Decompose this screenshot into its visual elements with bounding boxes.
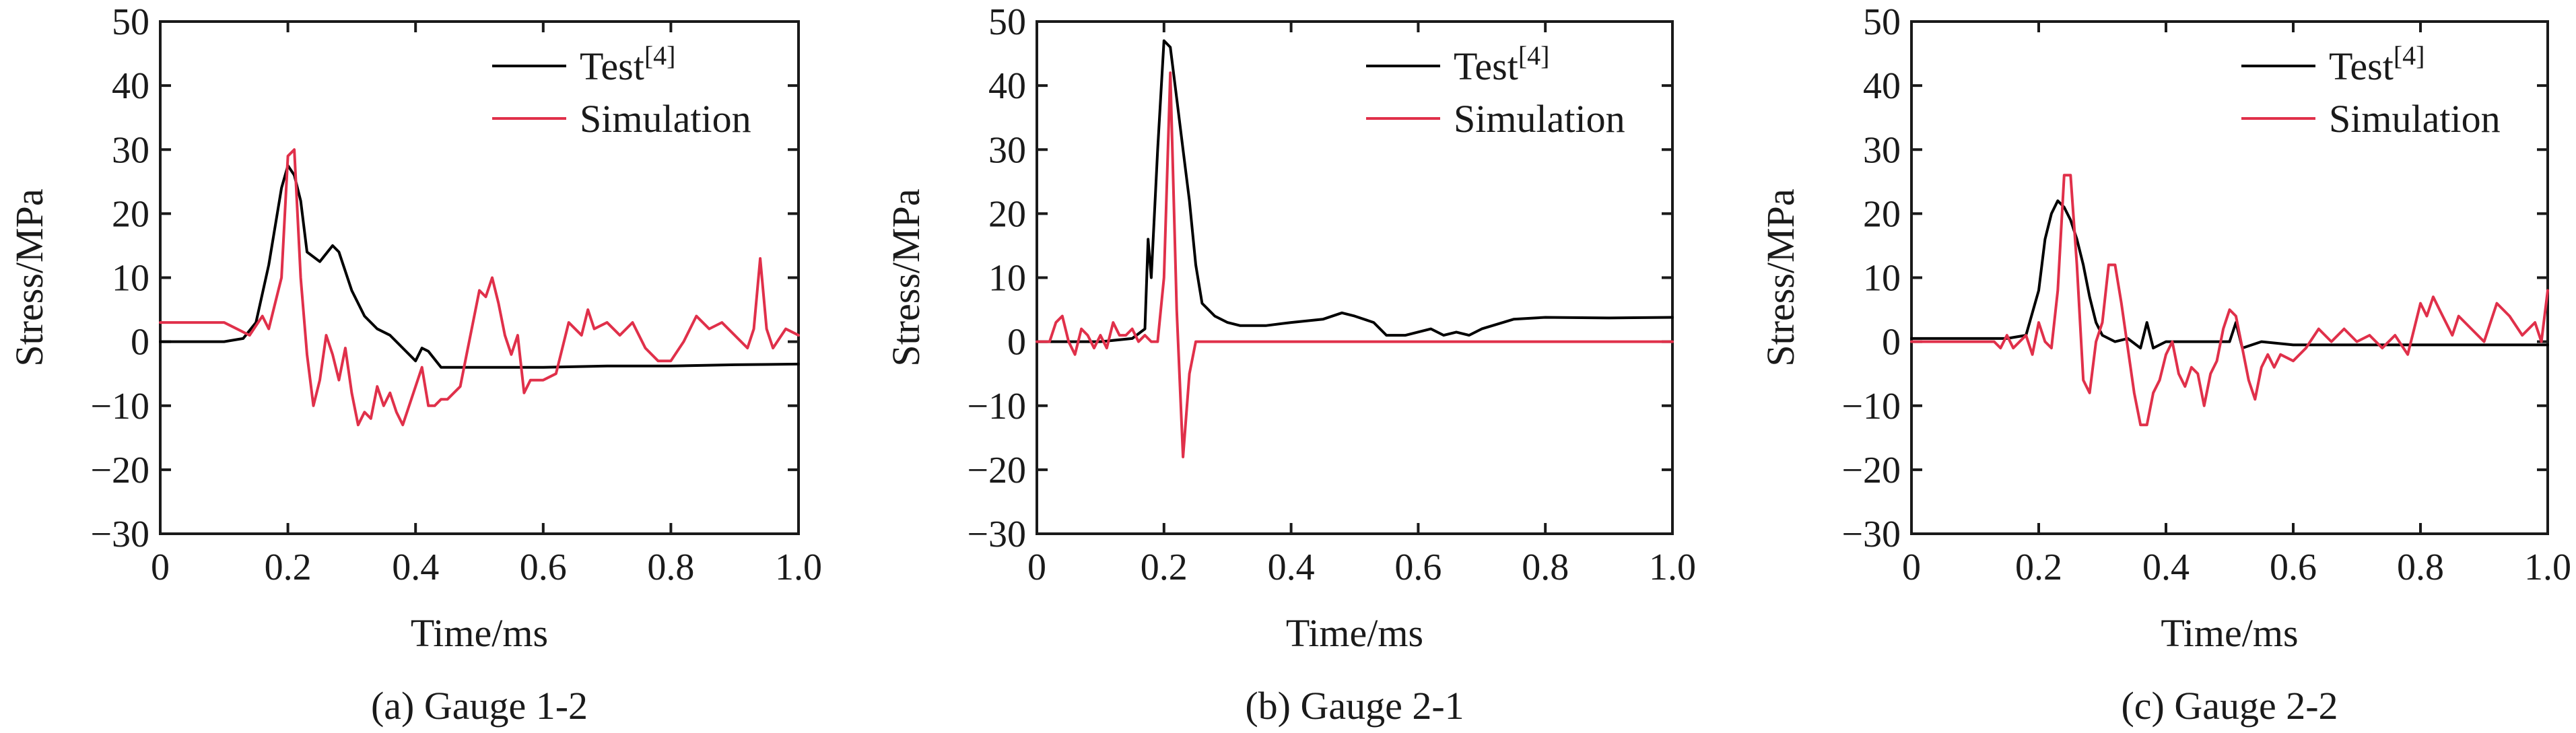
x-tick-label: 0: [151, 547, 170, 588]
panel-caption: (b) Gauge 2-1: [1245, 684, 1464, 728]
y-tick-label: 50: [1863, 1, 1901, 43]
y-tick-label: 20: [1863, 193, 1901, 235]
x-tick-label: 0.2: [265, 547, 312, 588]
legend-label-test: Test[4]: [1454, 40, 1549, 88]
y-tick-label: 30: [112, 129, 149, 171]
series-line-simulation: [159, 148, 800, 427]
y-tick-label: 10: [988, 258, 1026, 300]
y-tick-label: −10: [1841, 386, 1901, 427]
x-tick-label: 1.0: [1649, 547, 1696, 588]
x-tick-label: 0.4: [2142, 547, 2190, 588]
y-tick-label: 10: [1863, 258, 1901, 300]
y-axis-label: Stress/MPa: [884, 188, 928, 366]
legend-label-simulation: Simulation: [1454, 97, 1625, 141]
y-tick-label: 40: [1863, 65, 1901, 107]
x-tick-label: 0.2: [1141, 547, 1188, 588]
y-tick-label: −20: [1841, 450, 1901, 491]
y-tick-label: −20: [967, 450, 1026, 491]
legend-label-simulation: Simulation: [2329, 97, 2501, 141]
y-tick-label: −10: [90, 386, 149, 427]
x-tick-label: 1.0: [2524, 547, 2571, 588]
series-line-simulation: [1036, 71, 1674, 458]
x-axis-label: Time/ms: [1286, 611, 1423, 655]
y-tick-label: 50: [112, 1, 149, 43]
y-tick-label: −20: [90, 450, 149, 491]
x-tick-label: 0.2: [2015, 547, 2062, 588]
x-tick-label: 0: [1027, 547, 1046, 588]
y-tick-label: 50: [988, 1, 1026, 43]
y-tick-label: 0: [1007, 322, 1026, 363]
y-tick-label: −30: [90, 514, 149, 555]
x-axis-label: Time/ms: [2161, 611, 2298, 655]
legend-label-test: Test[4]: [580, 40, 675, 88]
x-tick-label: 0.6: [2270, 547, 2317, 588]
x-tick-label: 0.8: [2397, 547, 2444, 588]
y-axis-label: Stress/MPa: [7, 188, 51, 366]
x-tick-label: 0.8: [647, 547, 694, 588]
x-tick-label: 0.6: [520, 547, 567, 588]
x-tick-label: 1.0: [775, 547, 822, 588]
y-tick-label: −30: [967, 514, 1026, 555]
y-tick-label: −30: [1841, 514, 1901, 555]
y-tick-label: 40: [112, 65, 149, 107]
series-line-test: [159, 164, 800, 369]
y-tick-label: 0: [131, 322, 149, 363]
y-tick-label: 0: [1882, 322, 1901, 363]
y-axis-label: Stress/MPa: [1759, 188, 1802, 366]
x-tick-label: 0.8: [1522, 547, 1569, 588]
y-tick-label: 20: [112, 193, 149, 235]
x-tick-label: 0.4: [392, 547, 439, 588]
x-tick-label: 0.4: [1268, 547, 1315, 588]
y-tick-label: 10: [112, 258, 149, 300]
legend-label-simulation: Simulation: [580, 97, 751, 141]
y-tick-label: 30: [1863, 129, 1901, 171]
series-line-test: [1036, 39, 1674, 343]
panel-caption: (a) Gauge 1-2: [371, 684, 588, 728]
series-line-simulation: [1910, 174, 2549, 427]
x-axis-label: Time/ms: [411, 611, 548, 655]
panel-caption: (c) Gauge 2-2: [2121, 684, 2338, 728]
legend-label-test: Test[4]: [2329, 40, 2425, 88]
y-tick-label: −10: [967, 386, 1026, 427]
y-tick-label: 20: [988, 193, 1026, 235]
y-tick-label: 30: [988, 129, 1026, 171]
x-tick-label: 0: [1902, 547, 1921, 588]
y-tick-label: 40: [988, 65, 1026, 107]
series-line-test: [1910, 199, 2549, 350]
x-tick-label: 0.6: [1394, 547, 1442, 588]
